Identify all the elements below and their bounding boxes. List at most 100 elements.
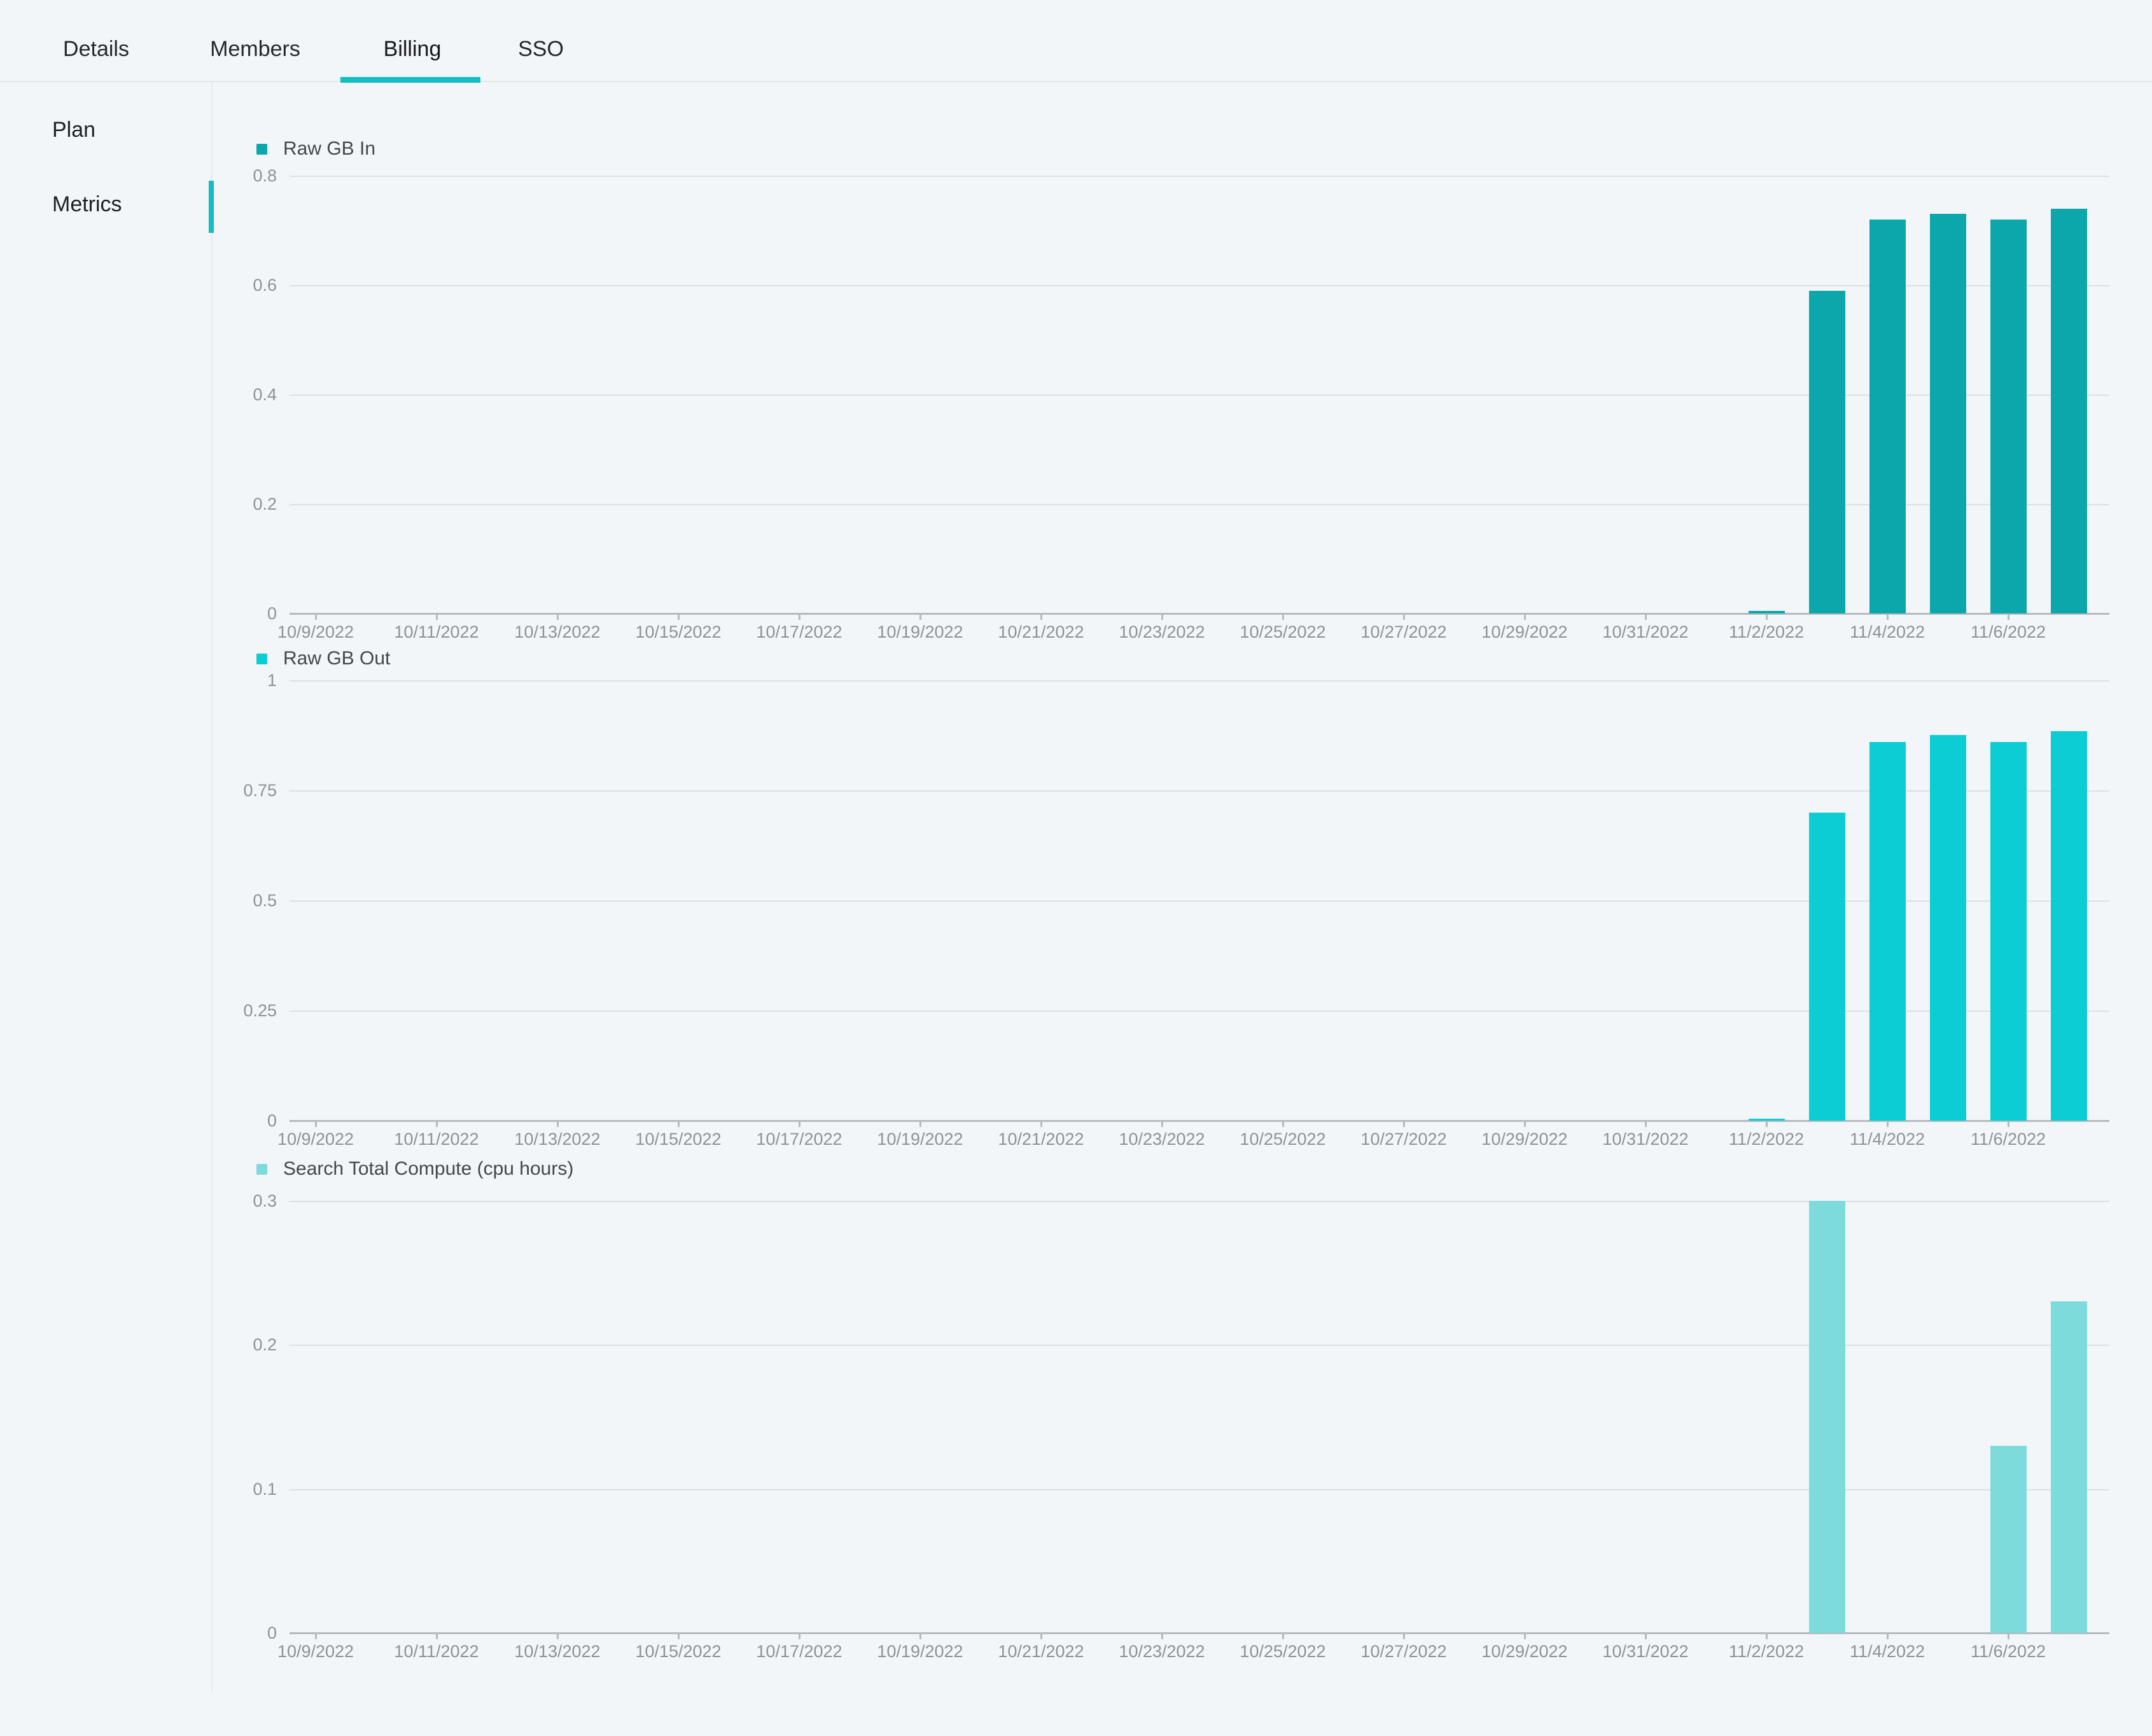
bar-11/3/2022[interactable] <box>1808 291 1845 613</box>
x-axis-tick <box>2008 1121 2009 1127</box>
chart-raw-gb-in: Raw GB In 0.8 0.6 0.4 0.2 0 10/9/2022 10/11/20… <box>248 136 2152 641</box>
x-axis-tick-label: 10/21/2022 <box>998 1130 1084 1149</box>
x-axis-tick <box>1161 1633 1163 1639</box>
legend-raw-gb-out: Raw GB Out <box>256 646 390 671</box>
sidebar-item-plan[interactable]: Plan <box>52 118 96 142</box>
x-axis-tick <box>919 1121 921 1127</box>
bar-11/2/2022[interactable] <box>1748 611 1785 613</box>
x-axis-tick-label: 10/27/2022 <box>1360 1642 1447 1661</box>
x-axis-tick-label: 11/2/2022 <box>1728 1642 1805 1661</box>
y-axis-tick-label: 0.6 <box>253 276 277 295</box>
x-axis-tick <box>1161 1121 1163 1127</box>
bar-11/3/2022[interactable] <box>1808 813 1845 1121</box>
x-axis-tick <box>1524 1633 1526 1639</box>
bar-11/2/2022[interactable] <box>1748 1119 1785 1121</box>
bar-11/3/2022[interactable] <box>1808 1201 1845 1633</box>
gridline <box>290 1345 2109 1346</box>
gridline <box>290 680 2109 682</box>
x-axis-tick-label: 10/25/2022 <box>1240 622 1326 641</box>
x-axis-tick-label: 10/9/2022 <box>277 622 354 641</box>
billing-sidebar: Plan Metrics <box>0 83 214 1691</box>
x-axis-tick-label: 10/9/2022 <box>277 1130 354 1149</box>
x-axis-tick-label: 10/11/2022 <box>394 1130 479 1149</box>
bar-11/7/2022[interactable] <box>2050 731 2087 1121</box>
x-axis-tick <box>1887 1121 1889 1127</box>
bar-11/6/2022[interactable] <box>1990 742 2027 1121</box>
x-axis-tick <box>1524 1121 1526 1127</box>
legend-swatch-raw-gb-out <box>256 653 267 664</box>
x-axis-tick-label: 10/9/2022 <box>277 1642 354 1661</box>
x-axis-tick <box>678 1633 680 1639</box>
y-axis-tick-label: 0.1 <box>253 1480 277 1499</box>
plot-raw-gb-in: 0.8 0.6 0.4 0.2 0 10/9/2022 10/11/2022 10/13/20… <box>253 166 2109 641</box>
x-axis-tick-label: 10/31/2022 <box>1602 1130 1689 1149</box>
x-axis-tick-label: 11/4/2022 <box>1849 622 1925 641</box>
x-axis-line <box>290 613 2109 615</box>
x-axis-tick-label: 10/21/2022 <box>998 622 1084 641</box>
x-axis-tick-label: 10/23/2022 <box>1119 1642 1205 1661</box>
x-axis-tick <box>1887 613 1889 620</box>
x-axis-tick-label: 10/27/2022 <box>1360 622 1447 641</box>
bar-11/6/2022[interactable] <box>1990 1446 2027 1633</box>
x-axis-tick-label: 10/19/2022 <box>877 1642 963 1661</box>
y-axis-tick-label: 0 <box>267 1111 277 1130</box>
tab-billing[interactable]: Billing <box>383 37 442 61</box>
y-axis-tick-label: 0.3 <box>253 1191 277 1210</box>
y-axis-tick-label: 0.2 <box>253 494 277 514</box>
legend-raw-gb-in: Raw GB In <box>256 136 375 162</box>
bar-11/7/2022[interactable] <box>2050 1301 2087 1633</box>
x-axis-tick <box>1040 1633 1042 1639</box>
x-axis-tick <box>2008 613 2009 620</box>
x-axis-tick-label: 11/6/2022 <box>1970 1130 2046 1149</box>
gridline <box>290 1011 2109 1012</box>
tab-details[interactable]: Details <box>63 37 129 61</box>
y-axis-tick-label: 0.2 <box>253 1335 277 1354</box>
x-axis-line <box>290 1632 2109 1634</box>
bar-11/4/2022[interactable] <box>1869 220 1906 613</box>
x-axis-tick-label: 10/21/2022 <box>998 1642 1084 1661</box>
bar-11/5/2022[interactable] <box>1929 214 1966 613</box>
x-axis-tick <box>315 1121 317 1127</box>
x-axis-tick <box>557 1633 559 1639</box>
gridline <box>290 285 2109 286</box>
x-axis-tick-label: 10/29/2022 <box>1481 1642 1568 1661</box>
x-axis-tick-label: 10/23/2022 <box>1119 622 1205 641</box>
x-axis-tick <box>799 1633 800 1639</box>
gridline <box>290 395 2109 396</box>
x-axis-tick-label: 11/2/2022 <box>1728 1130 1805 1149</box>
chart-raw-gb-out: Raw GB Out 1 0.75 0.5 0.25 0 10/9/2022 10/11/2… <box>243 646 2152 1149</box>
x-axis-tick <box>557 1121 559 1127</box>
y-axis-tick-label: 0 <box>267 604 277 623</box>
y-axis-tick-label: 0.5 <box>253 891 277 910</box>
plot-raw-gb-out: 1 0.75 0.5 0.25 0 10/9/2022 10/11/2022 10/13/20… <box>243 671 2109 1149</box>
bar-11/4/2022[interactable] <box>1869 742 1906 1121</box>
x-axis-tick-label: 10/29/2022 <box>1481 622 1568 641</box>
x-axis-tick-label: 11/4/2022 <box>1849 1642 1925 1661</box>
bar-11/6/2022[interactable] <box>1990 220 2027 613</box>
x-axis-tick-label: 10/19/2022 <box>877 622 963 641</box>
x-axis-tick-label: 10/13/2022 <box>514 1130 601 1149</box>
bar-11/5/2022[interactable] <box>1929 735 1966 1121</box>
x-axis-tick-label: 10/15/2022 <box>635 1642 722 1661</box>
tab-members[interactable]: Members <box>210 37 300 61</box>
x-axis-tick-label: 10/23/2022 <box>1119 1130 1205 1149</box>
sidebar-item-metrics[interactable]: Metrics <box>52 192 122 216</box>
x-axis-tick <box>315 1633 317 1639</box>
active-sidebar-indicator <box>209 181 214 233</box>
x-axis-tick <box>1645 1633 1647 1639</box>
y-axis-tick-label: 0.75 <box>243 781 277 800</box>
plot-search-total-compute: 0.3 0.2 0.1 0 10/9/2022 10/11/2022 10/13/2022 1… <box>253 1191 2109 1661</box>
x-axis-tick <box>1645 613 1647 620</box>
bar-11/7/2022[interactable] <box>2050 209 2087 613</box>
tab-sso[interactable]: SSO <box>518 37 564 61</box>
x-axis-tick <box>1282 1633 1284 1639</box>
chart-search-total-compute: Search Total Compute (cpu hours) 0.3 0.2 0… <box>248 1156 2152 1661</box>
x-axis-tick-label: 10/17/2022 <box>756 1130 842 1149</box>
gridline <box>290 790 2109 792</box>
gridline <box>290 504 2109 505</box>
x-axis-tick-label: 11/2/2022 <box>1728 622 1805 641</box>
x-axis-tick <box>1282 613 1284 620</box>
x-axis-tick-label: 10/11/2022 <box>394 622 479 641</box>
x-axis-tick-label: 10/19/2022 <box>877 1130 963 1149</box>
x-axis-tick <box>919 613 921 620</box>
